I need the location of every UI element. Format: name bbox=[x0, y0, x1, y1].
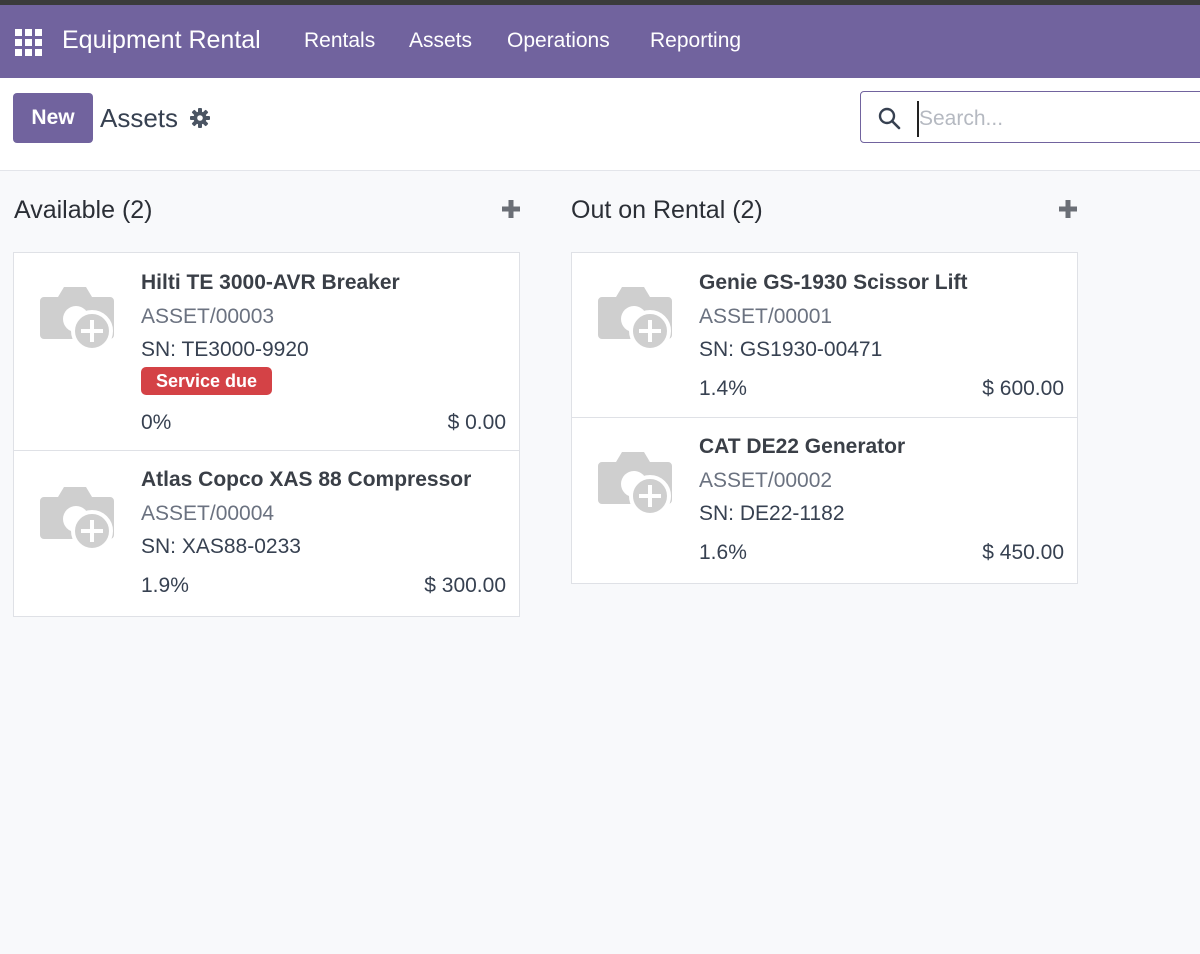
service-due-badge: Service due bbox=[141, 367, 273, 395]
card-serial-number: SN: TE3000-9920 bbox=[141, 338, 309, 361]
card-percentage: 1.9% bbox=[141, 574, 189, 597]
card-percentage: 1.4% bbox=[699, 377, 747, 400]
card-reference: ASSET/00001 bbox=[699, 305, 833, 328]
new-button[interactable]: New bbox=[13, 93, 93, 143]
search-box[interactable] bbox=[860, 91, 1200, 143]
card-reference: ASSET/00003 bbox=[141, 305, 275, 328]
column-title-out-on-rental: Out on Rental (2) bbox=[571, 196, 763, 224]
column-add-out-on-rental-button[interactable] bbox=[1057, 198, 1079, 220]
plus-icon bbox=[1059, 200, 1077, 218]
menu-assets[interactable]: Assets bbox=[409, 29, 473, 52]
card-percentage: 1.6% bbox=[699, 541, 747, 564]
card-price: $ 0.00 bbox=[447, 411, 506, 434]
page-title: Assets bbox=[100, 103, 179, 133]
card-price: $ 600.00 bbox=[982, 377, 1064, 400]
card-reference: ASSET/00002 bbox=[699, 469, 833, 492]
kanban-card[interactable]: Genie GS-1930 Scissor Lift ASSET/00001 S… bbox=[571, 252, 1078, 418]
search-input[interactable] bbox=[917, 101, 1200, 137]
control-panel: New Assets bbox=[0, 78, 1200, 171]
plus-icon bbox=[502, 200, 520, 218]
card-percentage: 0% bbox=[141, 411, 172, 434]
card-name: Atlas Copco XAS 88 Compressor bbox=[141, 468, 472, 491]
card-price: $ 450.00 bbox=[982, 541, 1064, 564]
kanban-card[interactable]: CAT DE22 Generator ASSET/00002 SN: DE22-… bbox=[571, 418, 1078, 584]
camera-placeholder-icon bbox=[594, 281, 674, 353]
card-serial-number: SN: XAS88-0233 bbox=[141, 535, 301, 558]
card-name: CAT DE22 Generator bbox=[699, 435, 906, 458]
apps-menu-icon[interactable] bbox=[15, 29, 42, 56]
app-brand[interactable]: Equipment Rental bbox=[62, 26, 261, 54]
search-icon bbox=[877, 106, 901, 130]
menu-reporting[interactable]: Reporting bbox=[650, 29, 742, 52]
card-serial-number: SN: GS1930-00471 bbox=[699, 338, 883, 361]
menu-operations[interactable]: Operations bbox=[507, 29, 610, 52]
camera-placeholder-icon bbox=[36, 281, 116, 353]
top-navbar: Equipment Rental Rentals Assets Operatio… bbox=[0, 5, 1200, 78]
window-top-strip bbox=[0, 0, 1200, 5]
card-name: Genie GS-1930 Scissor Lift bbox=[699, 271, 968, 294]
card-name: Hilti TE 3000-AVR Breaker bbox=[141, 271, 400, 294]
card-serial-number: SN: DE22-1182 bbox=[699, 502, 845, 525]
column-add-available-button[interactable] bbox=[500, 198, 522, 220]
gear-icon[interactable] bbox=[190, 108, 210, 128]
card-reference: ASSET/00004 bbox=[141, 502, 275, 525]
menu-rentals[interactable]: Rentals bbox=[304, 29, 376, 52]
column-title-available: Available (2) bbox=[14, 196, 153, 224]
camera-placeholder-icon bbox=[36, 481, 116, 553]
camera-placeholder-icon bbox=[594, 446, 674, 518]
kanban-card[interactable]: Hilti TE 3000-AVR Breaker ASSET/00003 SN… bbox=[13, 252, 520, 451]
card-price: $ 300.00 bbox=[424, 574, 506, 597]
kanban-card[interactable]: Atlas Copco XAS 88 Compressor ASSET/0000… bbox=[13, 451, 520, 617]
